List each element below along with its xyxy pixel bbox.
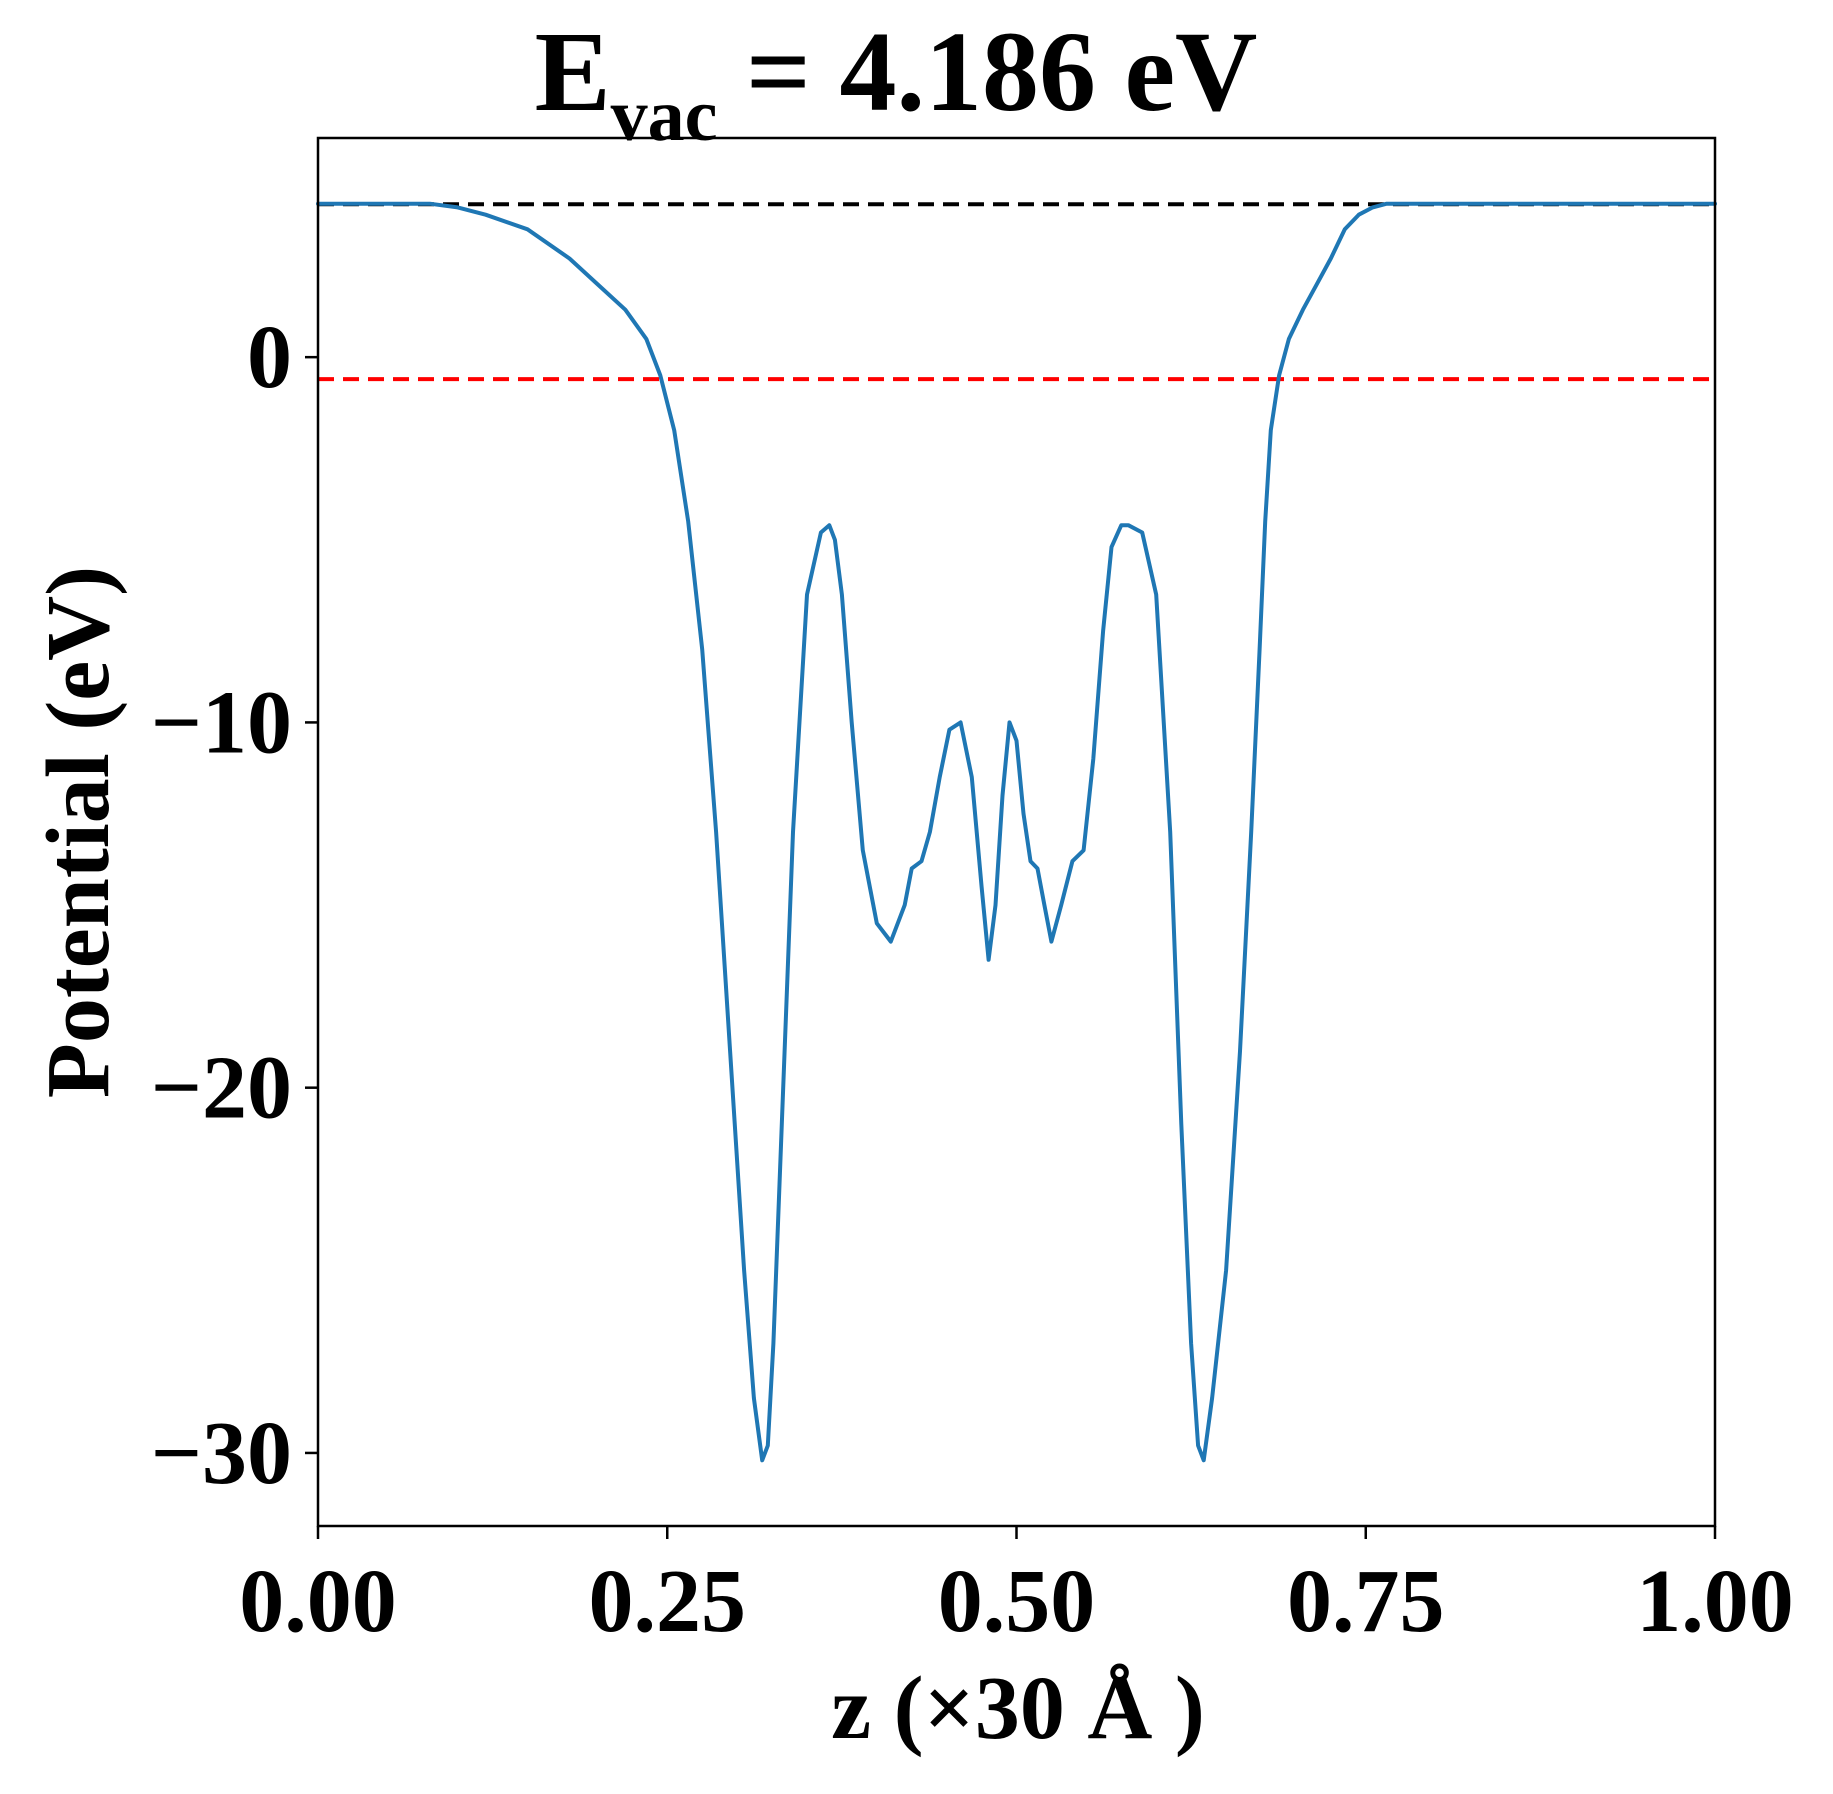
x-tick-label: 0.00 <box>239 1552 397 1651</box>
x-tick-label: 0.75 <box>1287 1552 1445 1651</box>
series-line-1 <box>316 201 1717 1463</box>
y-tick-label: −10 <box>151 673 292 772</box>
chart-title: Evac = 4.186 eV <box>535 8 1258 157</box>
title-subscript: vac <box>611 75 718 157</box>
x-tick-label: 1.00 <box>1636 1552 1794 1651</box>
plot-frame <box>316 136 1717 1528</box>
series-layer <box>316 201 1717 1463</box>
title-main: E <box>535 8 611 135</box>
x-axis: 0.00 0.25 0.50 0.75 1.00 <box>239 1526 1794 1651</box>
y-axis: 0 −10 −20 −30 <box>151 308 318 1503</box>
y-tick-label: −30 <box>151 1404 292 1503</box>
x-axis-label: z (×30 Å ) <box>831 1659 1205 1758</box>
x-tick-label: 0.50 <box>938 1552 1096 1651</box>
title-rest: = 4.186 eV <box>718 8 1258 135</box>
y-axis-label: Potential (eV) <box>29 566 128 1098</box>
x-tick-label: 0.25 <box>589 1552 747 1651</box>
y-tick-label: 0 <box>247 308 292 407</box>
y-tick-label: −20 <box>151 1039 292 1138</box>
